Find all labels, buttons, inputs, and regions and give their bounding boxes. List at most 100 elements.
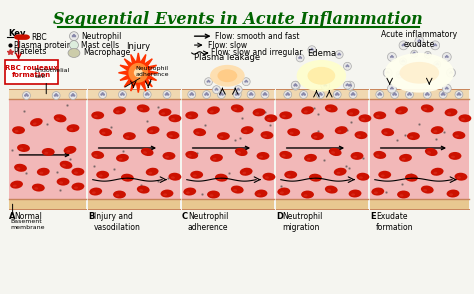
Ellipse shape <box>303 194 308 197</box>
Ellipse shape <box>323 85 325 87</box>
Ellipse shape <box>147 126 160 134</box>
Ellipse shape <box>390 56 392 58</box>
Text: Flow: smooth and fast: Flow: smooth and fast <box>216 32 300 41</box>
Ellipse shape <box>243 130 247 133</box>
Ellipse shape <box>264 114 277 122</box>
Ellipse shape <box>374 111 386 119</box>
Ellipse shape <box>284 171 297 179</box>
Ellipse shape <box>118 158 123 160</box>
Ellipse shape <box>210 194 213 197</box>
Ellipse shape <box>253 108 265 116</box>
Ellipse shape <box>163 152 175 160</box>
Ellipse shape <box>55 93 57 96</box>
Bar <box>276 98 368 199</box>
Ellipse shape <box>68 49 80 57</box>
Ellipse shape <box>395 106 408 114</box>
Ellipse shape <box>18 34 27 40</box>
Ellipse shape <box>164 93 167 96</box>
Ellipse shape <box>441 93 443 96</box>
Ellipse shape <box>161 190 173 198</box>
Ellipse shape <box>236 92 238 95</box>
Ellipse shape <box>14 34 23 40</box>
Ellipse shape <box>446 87 448 88</box>
Ellipse shape <box>60 161 73 169</box>
Ellipse shape <box>346 84 347 86</box>
Text: Neutrophil: Neutrophil <box>81 32 121 41</box>
Ellipse shape <box>188 115 191 118</box>
Ellipse shape <box>442 84 451 93</box>
Ellipse shape <box>296 85 298 87</box>
Ellipse shape <box>374 151 386 159</box>
Ellipse shape <box>233 91 241 98</box>
Ellipse shape <box>233 189 237 191</box>
Ellipse shape <box>169 135 173 137</box>
Ellipse shape <box>191 93 194 96</box>
Ellipse shape <box>25 93 27 96</box>
Ellipse shape <box>434 44 436 45</box>
Ellipse shape <box>91 111 104 119</box>
Ellipse shape <box>118 91 127 98</box>
Ellipse shape <box>96 171 109 179</box>
Ellipse shape <box>216 88 218 90</box>
Ellipse shape <box>27 94 29 97</box>
Ellipse shape <box>339 54 341 56</box>
Bar <box>9 88 86 98</box>
Ellipse shape <box>146 92 148 95</box>
Ellipse shape <box>385 53 454 93</box>
Ellipse shape <box>261 91 269 98</box>
Ellipse shape <box>447 190 459 198</box>
Ellipse shape <box>333 91 341 98</box>
Ellipse shape <box>425 93 428 96</box>
Ellipse shape <box>398 74 400 76</box>
Ellipse shape <box>361 118 365 121</box>
Text: Sequential Events in Acute Inflammation: Sequential Events in Acute Inflammation <box>54 11 423 29</box>
Ellipse shape <box>399 41 408 50</box>
Ellipse shape <box>451 156 455 158</box>
Ellipse shape <box>295 84 297 86</box>
Ellipse shape <box>304 154 317 162</box>
Ellipse shape <box>219 136 223 138</box>
Ellipse shape <box>73 94 75 97</box>
Ellipse shape <box>390 88 392 90</box>
Ellipse shape <box>443 93 446 96</box>
Ellipse shape <box>72 93 74 96</box>
Ellipse shape <box>190 171 203 179</box>
Ellipse shape <box>210 111 214 113</box>
Ellipse shape <box>351 93 353 96</box>
Ellipse shape <box>349 91 357 98</box>
Ellipse shape <box>309 174 322 182</box>
Ellipse shape <box>410 93 412 96</box>
Ellipse shape <box>255 190 267 198</box>
Ellipse shape <box>312 49 314 51</box>
Ellipse shape <box>233 108 237 110</box>
Bar <box>182 88 274 98</box>
Ellipse shape <box>34 187 38 190</box>
Ellipse shape <box>393 92 396 95</box>
Ellipse shape <box>458 114 471 122</box>
Ellipse shape <box>277 188 290 196</box>
Ellipse shape <box>148 172 152 174</box>
Ellipse shape <box>447 68 456 77</box>
Ellipse shape <box>171 118 175 121</box>
Ellipse shape <box>242 172 246 174</box>
Ellipse shape <box>69 128 73 131</box>
Ellipse shape <box>241 126 254 134</box>
Ellipse shape <box>261 131 273 139</box>
Ellipse shape <box>249 93 251 96</box>
Text: Injury: Injury <box>126 42 150 51</box>
Text: C: C <box>182 212 188 221</box>
Ellipse shape <box>66 124 79 132</box>
Ellipse shape <box>377 93 380 96</box>
Ellipse shape <box>419 40 421 42</box>
Ellipse shape <box>64 146 76 154</box>
Ellipse shape <box>386 72 388 74</box>
Ellipse shape <box>405 174 418 182</box>
Ellipse shape <box>327 189 331 191</box>
Ellipse shape <box>408 177 411 180</box>
Ellipse shape <box>301 191 314 198</box>
Text: Plasma leakage: Plasma leakage <box>194 53 260 62</box>
Ellipse shape <box>359 176 363 179</box>
Ellipse shape <box>310 49 312 51</box>
Ellipse shape <box>371 188 384 196</box>
Ellipse shape <box>292 81 299 89</box>
